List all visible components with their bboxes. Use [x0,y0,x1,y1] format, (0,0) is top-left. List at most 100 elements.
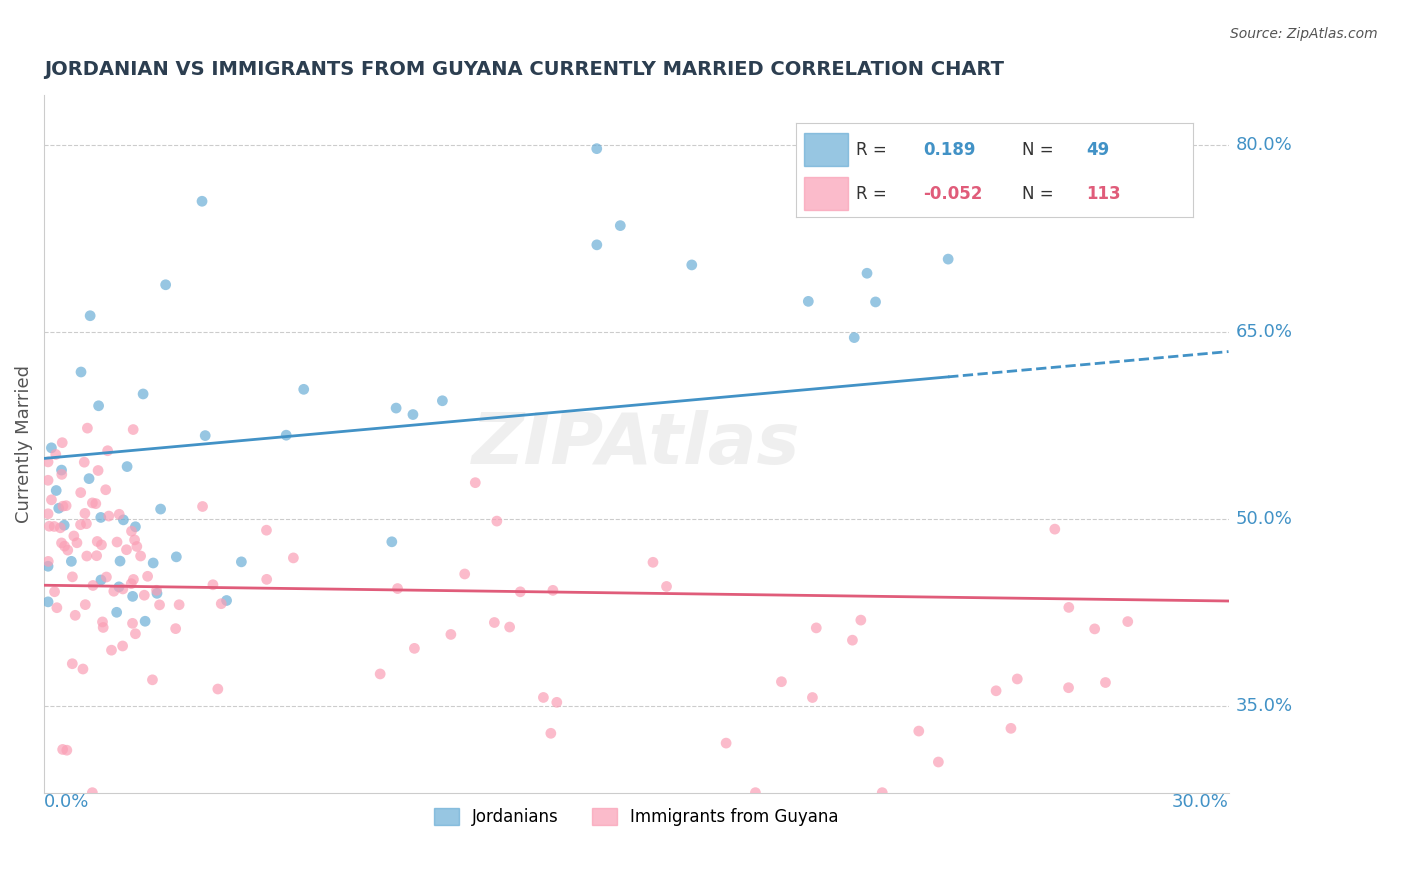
Point [90,538,112,552]
Point [63,529,86,543]
Point [45,483,67,498]
Point [165,622,187,636]
Point [115,459,138,474]
Point [641,555,664,569]
Point [927,755,949,769]
Point [69,485,91,500]
Point [60,554,83,568]
Point [870,786,893,800]
Point [53,518,76,533]
Point [484,615,506,630]
Point [841,633,863,648]
Point [41,492,63,507]
Point [1007,672,1029,686]
Point [105,535,128,549]
Point [124,626,146,640]
Point [1094,675,1116,690]
Point [115,542,138,557]
Point [914,192,936,206]
Point [142,556,165,570]
Point [121,524,143,538]
Point [498,620,520,634]
Text: 50.0%: 50.0% [1236,509,1292,528]
Point [546,695,568,709]
Point [82,496,104,510]
Point [120,576,142,591]
Point [79,309,101,323]
Point [108,554,131,568]
Point [387,582,409,596]
Point [75,598,97,612]
Point [890,138,912,153]
Point [609,219,631,233]
Point [90,573,112,587]
Point [53,539,76,553]
Point [191,194,214,209]
Point [37,554,59,568]
Point [103,584,125,599]
Point [531,690,554,705]
Point [73,455,96,469]
Point [145,583,167,598]
Point [801,690,824,705]
Point [797,294,820,309]
Point [51,463,73,477]
Point [111,582,134,596]
Point [51,536,73,550]
Point [37,473,59,487]
Point [404,641,426,656]
Point [60,657,83,671]
Point [69,517,91,532]
Point [73,507,96,521]
Legend: Jordanians, Immigrants from Guyana: Jordanians, Immigrants from Guyana [427,802,845,833]
Point [485,514,508,528]
Text: 30.0%: 30.0% [1171,793,1229,811]
Text: 65.0%: 65.0% [1236,323,1292,341]
Point [849,613,872,627]
Point [368,667,391,681]
Point [155,277,177,292]
Point [124,520,146,534]
Point [1043,522,1066,536]
Point [72,662,94,676]
Point [201,578,224,592]
Point [86,549,108,563]
Point [65,608,87,623]
Point [194,428,217,442]
Point [132,387,155,401]
Point [283,550,305,565]
Y-axis label: Currently Married: Currently Married [15,365,32,523]
Point [90,510,112,524]
Point [129,549,152,563]
Point [714,736,737,750]
Point [45,447,67,461]
Point [770,674,793,689]
Point [55,499,77,513]
Point [97,443,120,458]
Text: ZIPAtlas: ZIPAtlas [472,409,800,478]
Point [60,570,83,584]
Point [844,330,866,344]
Point [256,523,278,537]
Point [1116,615,1139,629]
Point [165,549,187,564]
Point [87,399,110,413]
Point [121,616,143,631]
Point [51,467,73,482]
Point [509,584,531,599]
Point [66,535,89,549]
Point [76,421,98,435]
Text: JORDANIAN VS IMMIGRANTS FROM GUYANA CURRENTLY MARRIED CORRELATION CHART: JORDANIAN VS IMMIGRANTS FROM GUYANA CURR… [44,60,1004,78]
Point [121,590,143,604]
Point [167,598,190,612]
Point [112,513,135,527]
Point [105,605,128,619]
Point [806,621,828,635]
Point [134,614,156,628]
Point [276,428,298,442]
Point [86,534,108,549]
Point [207,681,229,696]
Point [231,555,253,569]
Point [1057,681,1080,695]
Point [540,726,562,740]
